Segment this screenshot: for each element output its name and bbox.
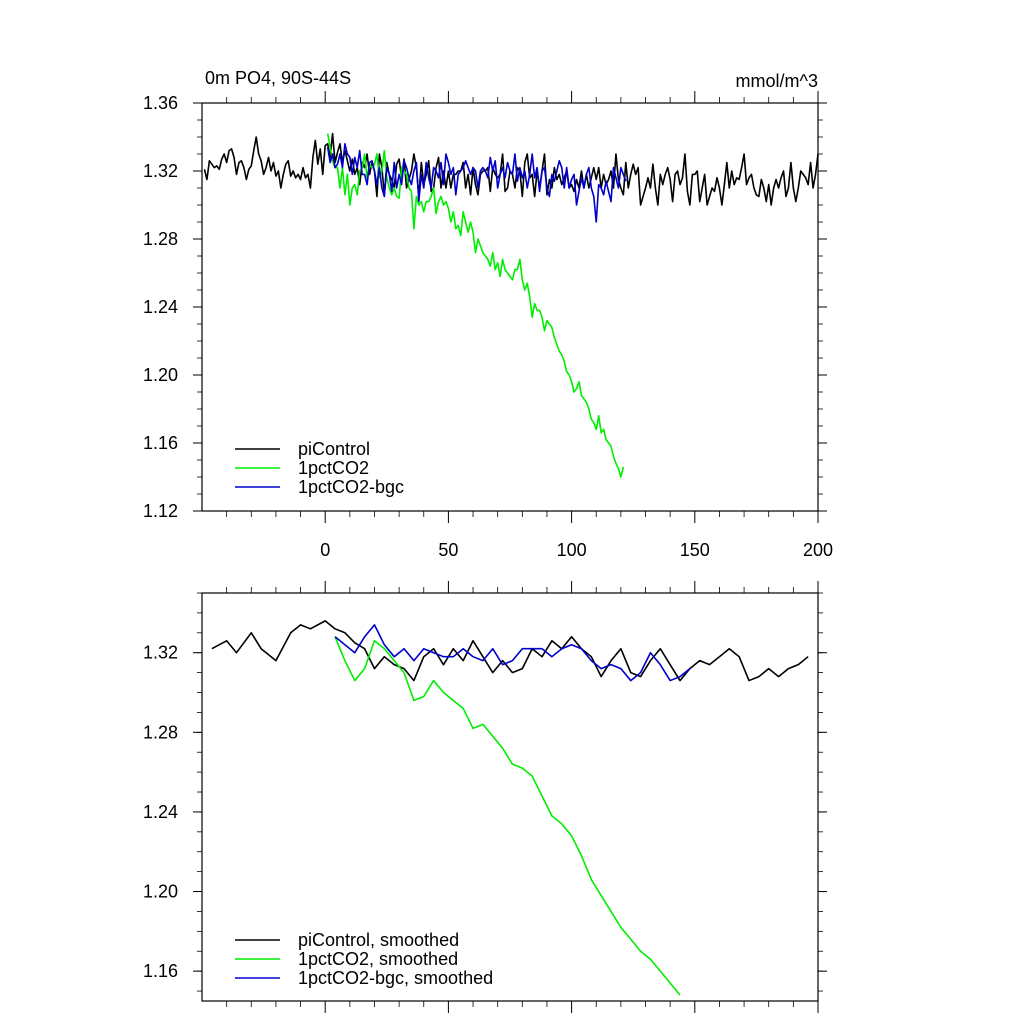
- y-tick-label: 1.28: [143, 229, 178, 249]
- x-tick-label: 50: [438, 540, 458, 560]
- y-tick-label: 1.16: [143, 961, 178, 981]
- y-tick-label: 1.24: [143, 802, 178, 822]
- legend-label: 1pctCO2: [298, 458, 369, 478]
- series-line-picontrol-smoothed: [211, 620, 809, 682]
- x-tick-label: 200: [803, 540, 833, 560]
- series-line-1pctco2-smoothed: [334, 636, 681, 996]
- legend-label: piControl: [298, 439, 370, 459]
- y-tick-label: 1.32: [143, 643, 178, 663]
- y-tick-label: 1.12: [143, 501, 178, 521]
- chart-title: 0m PO4, 90S-44S: [205, 68, 351, 88]
- series-line-1pctco2-bgc-smoothed: [334, 624, 691, 682]
- series-line-picontrol: [203, 132, 819, 206]
- x-tick-label: 150: [680, 540, 710, 560]
- series-line-1pctco2-bgc: [326, 143, 627, 223]
- bottom-axis-ticks: 1.16 1.20 1.24 1.28 1.32: [143, 581, 827, 1013]
- legend-label: 1pctCO2-bgc, smoothed: [298, 968, 493, 988]
- y-tick-label: 1.20: [143, 882, 178, 902]
- legend-label: 1pctCO2-bgc: [298, 477, 404, 497]
- top-plot-frame: [201, 102, 819, 512]
- top-series-group: [203, 132, 819, 478]
- y-tick-label: 1.36: [143, 93, 178, 113]
- units-label: mmol/m^3: [736, 71, 818, 91]
- top-axis-ticks: 1.12 1.16 1.20 1.24 1.28 1.32 1.36 0 50 100 150 200: [143, 91, 833, 560]
- bottom-panel: 1.16 1.20 1.24 1.28 1.32 piControl, smoothed…: [143, 581, 827, 1013]
- series-line-1pctco2: [326, 133, 625, 478]
- y-tick-label: 1.28: [143, 722, 178, 742]
- y-tick-label: 1.32: [143, 161, 178, 181]
- y-tick-label: 1.16: [143, 433, 178, 453]
- legend-label: 1pctCO2, smoothed: [298, 949, 458, 969]
- legend-label: piControl, smoothed: [298, 930, 459, 950]
- y-tick-label: 1.20: [143, 365, 178, 385]
- x-tick-label: 100: [557, 540, 587, 560]
- top-panel: 0m PO4, 90S-44S mmol/m^3 1.12 1.16 1.20 1.2…: [143, 68, 833, 560]
- x-tick-label: 0: [320, 540, 330, 560]
- bottom-series-group: [211, 620, 809, 996]
- y-tick-label: 1.24: [143, 297, 178, 317]
- bottom-plot-frame: [201, 592, 819, 1002]
